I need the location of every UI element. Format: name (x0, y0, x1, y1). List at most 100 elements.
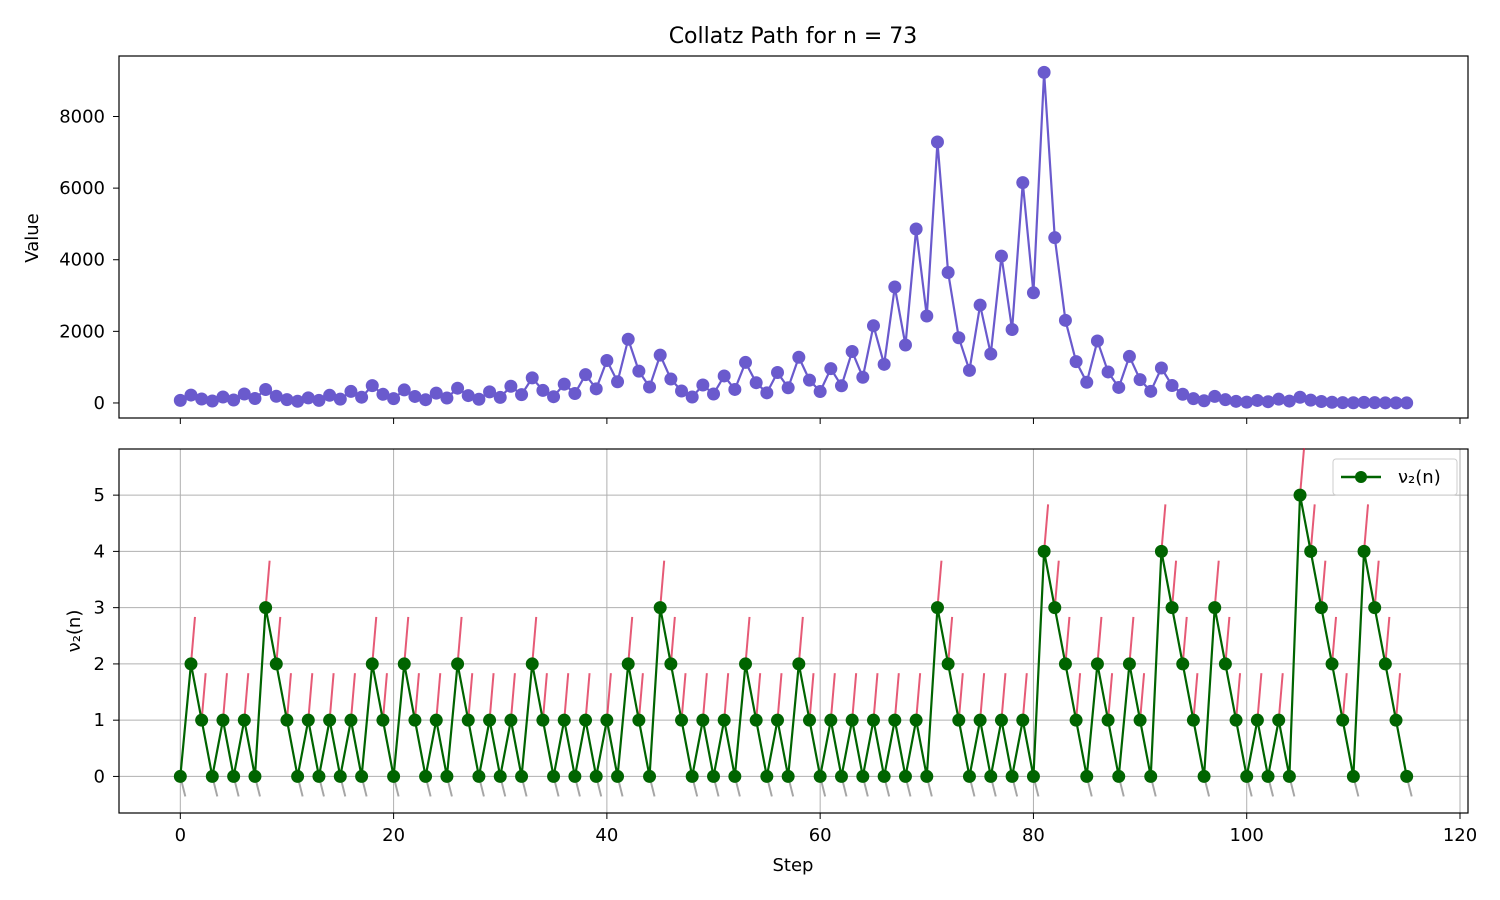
up-tick (1160, 504, 1167, 552)
up-tick (584, 673, 591, 721)
nu2-data-point (930, 601, 944, 615)
nu2-data-point (1400, 769, 1414, 783)
up-tick (1384, 616, 1391, 664)
nu2-data-point (1282, 769, 1296, 783)
up-tick (1192, 673, 1199, 721)
value-data-point (291, 394, 305, 408)
up-tick (744, 616, 751, 664)
value-data-point (1314, 395, 1328, 409)
up-tick (456, 616, 463, 664)
up-tick (701, 673, 708, 721)
value-data-point (483, 385, 497, 399)
up-tick (189, 616, 196, 664)
up-tick (936, 560, 943, 608)
nu2-data-point (1144, 769, 1158, 783)
nu2-data-point (472, 769, 486, 783)
up-tick (349, 673, 356, 721)
nu2-data-point (728, 769, 742, 783)
up-tick (1256, 673, 1263, 721)
value-data-point (888, 280, 902, 294)
nu2-data-point (397, 657, 411, 671)
up-tick (1235, 673, 1242, 721)
nu2-data-point (611, 769, 625, 783)
up-tick (1224, 616, 1231, 664)
nu2-data-point (1016, 713, 1030, 727)
value-data-point (312, 393, 326, 407)
nu2-data-point (1293, 488, 1307, 502)
up-tick (1053, 560, 1060, 608)
up-tick (1000, 673, 1007, 721)
nu2-data-point (1176, 657, 1190, 671)
up-tick (264, 560, 271, 608)
nu2-data-point (621, 657, 635, 671)
nu2-data-point (312, 769, 326, 783)
up-tick (1341, 673, 1348, 721)
value-data-point (195, 392, 209, 406)
up-tick (872, 673, 879, 721)
nu2-data-point (1133, 713, 1147, 727)
value-data-point (237, 387, 251, 401)
value-data-point (1037, 65, 1051, 79)
up-tick (605, 673, 612, 721)
value-data-point (184, 388, 198, 402)
value-data-point (173, 393, 187, 407)
nu2-data-point (205, 769, 219, 783)
up-tick (1213, 560, 1220, 608)
value-data-point (216, 390, 230, 404)
nu2-data-point (589, 769, 603, 783)
nu2-x-tick-label: 0 (175, 825, 186, 846)
value-data-point (344, 384, 358, 398)
nu2-data-point (973, 713, 987, 727)
nu2-data-point (333, 769, 347, 783)
value-axis-label: Value (22, 213, 43, 262)
nu2-data-point (739, 657, 753, 671)
nu2-data-point (547, 769, 561, 783)
up-tick (627, 616, 634, 664)
nu2-data-point (344, 713, 358, 727)
value-data-point (1378, 396, 1392, 410)
nu2-data-point (1058, 657, 1072, 671)
up-tick (1107, 673, 1114, 721)
nu2-data-point (1208, 601, 1222, 615)
nu2-data-point (1186, 713, 1200, 727)
nu2-data-point (909, 713, 923, 727)
value-data-point (1186, 392, 1200, 406)
value-data-point (600, 353, 614, 367)
nu2-data-point (227, 769, 241, 783)
value-data-point (834, 379, 848, 393)
up-tick (1064, 616, 1071, 664)
nu2-data-point (1378, 657, 1392, 671)
value-data-point (451, 381, 465, 395)
nu2-data-point (941, 657, 955, 671)
up-tick (915, 673, 922, 721)
nu2-data-point (1389, 713, 1403, 727)
value-axes-frame (118, 55, 1469, 419)
nu2-data-point (600, 713, 614, 727)
value-data-point (1250, 393, 1264, 407)
nu2-data-point (579, 713, 593, 727)
up-tick (1043, 504, 1050, 552)
value-data-point (1154, 361, 1168, 375)
nu2-data-point (557, 713, 571, 727)
nu2-x-tick-label: 40 (595, 825, 618, 846)
nu2-data-point (1240, 769, 1254, 783)
nu2-data-point (525, 657, 539, 671)
value-data-point (962, 363, 976, 377)
nu2-data-point (696, 713, 710, 727)
value-data-point (1325, 395, 1339, 409)
nu2-data-point (1090, 657, 1104, 671)
value-data-point (802, 373, 816, 387)
value-data-point (1122, 349, 1136, 363)
value-data-point (397, 383, 411, 397)
value-series-line (179, 71, 1407, 405)
up-tick (659, 560, 666, 608)
value-data-point (1389, 396, 1403, 410)
up-tick (669, 616, 676, 664)
value-data-point (739, 355, 753, 369)
up-tick (403, 616, 410, 664)
nu2-data-point (792, 657, 806, 671)
value-data-point (952, 331, 966, 345)
nu2-data-point (685, 769, 699, 783)
value-data-point (1090, 334, 1104, 348)
nu2-data-point (259, 601, 273, 615)
